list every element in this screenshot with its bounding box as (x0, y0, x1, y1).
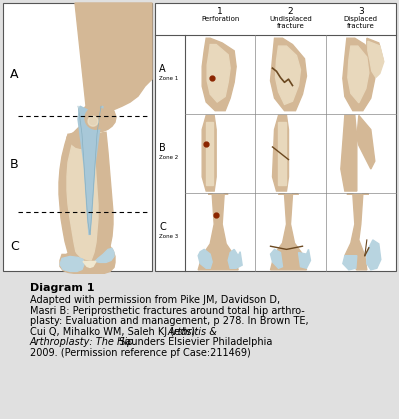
Text: Diagram 1: Diagram 1 (30, 283, 95, 293)
Polygon shape (367, 240, 381, 270)
Polygon shape (67, 3, 152, 163)
Polygon shape (198, 249, 212, 268)
Polygon shape (78, 106, 103, 234)
Polygon shape (67, 136, 98, 264)
Text: C: C (10, 240, 19, 253)
Polygon shape (277, 122, 286, 185)
Text: B: B (10, 158, 19, 171)
Text: Displaced
fracture: Displaced fracture (344, 16, 378, 28)
Polygon shape (95, 248, 114, 262)
Polygon shape (67, 131, 91, 148)
Text: plasty: Evaluation and management, p 278. In Brown TE,: plasty: Evaluation and management, p 278… (30, 316, 308, 326)
Polygon shape (202, 115, 216, 191)
Text: A: A (10, 67, 18, 80)
Text: B: B (159, 143, 166, 153)
Polygon shape (271, 38, 306, 111)
Text: Adapted with permission from Pike JM, Davidson D,: Adapted with permission from Pike JM, Da… (30, 295, 280, 305)
Polygon shape (348, 46, 369, 103)
Text: Zone 3: Zone 3 (159, 233, 178, 238)
Polygon shape (343, 38, 375, 111)
Polygon shape (271, 194, 306, 270)
Text: C: C (159, 222, 166, 232)
Polygon shape (341, 115, 357, 191)
Polygon shape (83, 261, 96, 267)
Polygon shape (357, 115, 375, 169)
Text: Undisplaced
fracture: Undisplaced fracture (269, 16, 312, 28)
Text: 1: 1 (217, 7, 223, 16)
Polygon shape (228, 249, 242, 268)
Text: Cui Q, Mihalko WM, Saleh KJ (eds):: Cui Q, Mihalko WM, Saleh KJ (eds): (30, 327, 201, 337)
Polygon shape (367, 38, 383, 75)
Circle shape (88, 116, 98, 126)
Text: Zone 2: Zone 2 (159, 155, 178, 160)
Text: Zone 1: Zone 1 (159, 76, 178, 81)
Bar (155, 3, 396, 272)
Text: Saunders Elsievier Philadelphia: Saunders Elsievier Philadelphia (116, 337, 273, 347)
Polygon shape (202, 38, 236, 111)
Circle shape (85, 107, 107, 129)
Text: Arthroplasty: The Hip.: Arthroplasty: The Hip. (30, 337, 138, 347)
Polygon shape (271, 249, 282, 268)
Bar (3, 3, 152, 272)
Polygon shape (59, 132, 113, 266)
Polygon shape (368, 41, 384, 78)
Polygon shape (207, 44, 230, 102)
Polygon shape (298, 249, 310, 268)
Text: Perforation: Perforation (201, 16, 239, 22)
Polygon shape (345, 194, 369, 270)
Text: Masri B: Periprosthetic fractures around total hip arthro-: Masri B: Periprosthetic fractures around… (30, 306, 305, 316)
Text: 2: 2 (288, 7, 293, 16)
Polygon shape (60, 256, 84, 272)
Polygon shape (198, 194, 238, 270)
Polygon shape (60, 246, 115, 274)
Text: 3: 3 (358, 7, 364, 16)
Circle shape (87, 109, 107, 129)
Text: 2009. (Permission reference pf Case:211469): 2009. (Permission reference pf Case:2114… (30, 348, 251, 358)
Polygon shape (343, 256, 357, 270)
Polygon shape (82, 106, 112, 132)
Text: Arthritis &: Arthritis & (167, 327, 217, 337)
Polygon shape (273, 115, 288, 191)
Polygon shape (275, 46, 300, 104)
Polygon shape (206, 122, 213, 185)
Polygon shape (79, 103, 116, 132)
Text: A: A (159, 65, 166, 75)
